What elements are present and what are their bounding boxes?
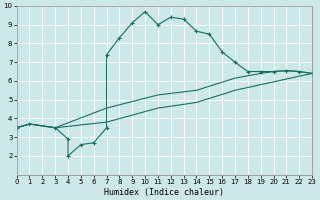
X-axis label: Humidex (Indice chaleur): Humidex (Indice chaleur) xyxy=(104,188,224,197)
